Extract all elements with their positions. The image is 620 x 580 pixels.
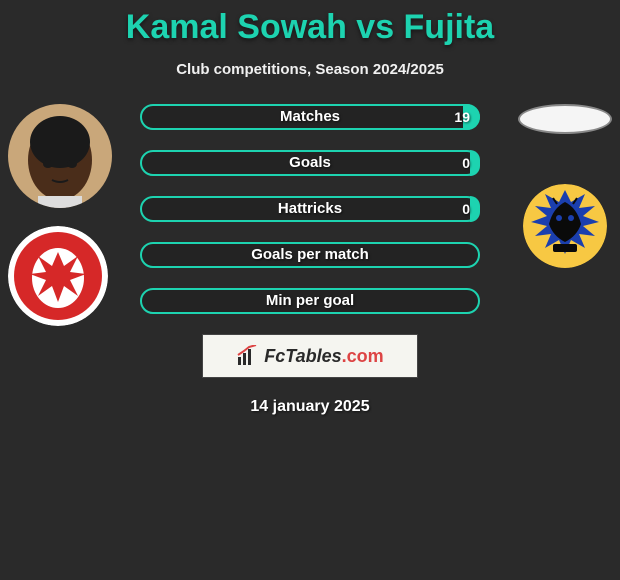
player-right-avatar-placeholder [518, 104, 612, 134]
stat-value-right: 0 [462, 196, 470, 222]
snapshot-date: 14 january 2025 [0, 398, 620, 416]
comparison-chart: Matches19Goals0Hattricks0Goals per match… [0, 104, 620, 314]
player-right-club-crest [523, 184, 607, 268]
player-left-column [8, 104, 112, 326]
stat-bars: Matches19Goals0Hattricks0Goals per match… [140, 104, 480, 314]
chart-icon [236, 345, 258, 367]
stat-row: Min per goal [140, 288, 480, 314]
player-left-club-crest [8, 226, 108, 326]
logo-text: FcTables.com [264, 346, 383, 367]
stat-label: Goals [140, 150, 480, 176]
stat-row: Hattricks0 [140, 196, 480, 222]
fctables-logo: FcTables.com [202, 334, 418, 378]
stat-row: Matches19 [140, 104, 480, 130]
stat-label: Matches [140, 104, 480, 130]
stat-row: Goals per match [140, 242, 480, 268]
stat-value-right: 19 [454, 104, 470, 130]
stat-label: Min per goal [140, 288, 480, 314]
stat-row: Goals0 [140, 150, 480, 176]
page-title: Kamal Sowah vs Fujita [0, 0, 620, 47]
stat-label: Hattricks [140, 196, 480, 222]
stat-label: Goals per match [140, 242, 480, 268]
stat-value-right: 0 [462, 150, 470, 176]
player-left-avatar [8, 104, 112, 208]
subtitle: Club competitions, Season 2024/2025 [0, 61, 620, 78]
player-right-column [518, 104, 612, 268]
